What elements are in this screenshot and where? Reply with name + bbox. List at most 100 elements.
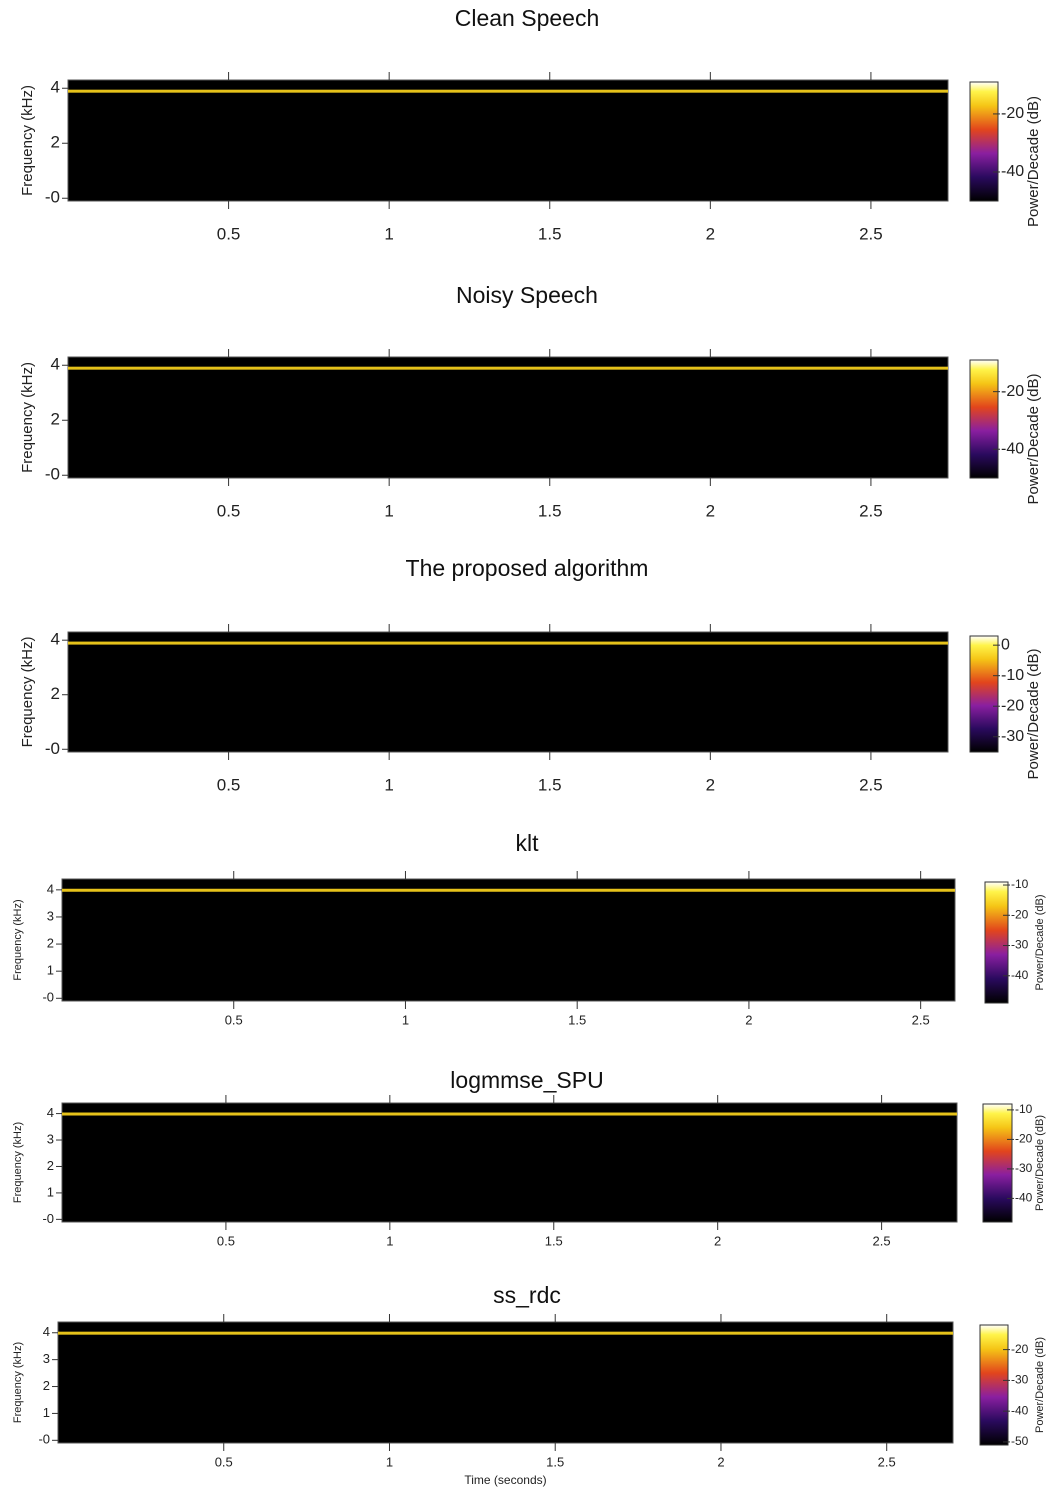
x-tick-label: 1 xyxy=(384,224,393,243)
colorbar-tick-label: -20 xyxy=(1011,1342,1029,1356)
x-tick-label: 2.5 xyxy=(912,1012,930,1027)
y-tick-label: 4 xyxy=(47,881,54,896)
x-axis-label: Time (seconds) xyxy=(464,1473,546,1487)
colorbar-tick-label: -20 xyxy=(1001,697,1024,714)
colorbar-tick-label: -20 xyxy=(1001,105,1024,122)
x-tick-label: 0.5 xyxy=(217,224,241,243)
x-tick-label: 1 xyxy=(386,1233,393,1248)
y-tick-label: -0 xyxy=(38,1432,50,1447)
plot-area xyxy=(67,631,949,753)
colorbar-tick-label: 0 xyxy=(1001,636,1010,653)
colorbar xyxy=(969,359,999,479)
colorbar-tick-label: -30 xyxy=(1001,728,1024,745)
top-band xyxy=(62,1112,957,1116)
plot-area xyxy=(67,79,949,202)
y-tick-label: 3 xyxy=(47,1131,54,1146)
x-tick-label: 2.5 xyxy=(873,1233,891,1248)
colorbar xyxy=(982,1103,1013,1223)
x-tick-label: 1.5 xyxy=(568,1012,586,1027)
y-tick-label: 2 xyxy=(51,410,60,429)
chart-title: logmmse_SPU xyxy=(450,1067,603,1093)
colorbar xyxy=(984,881,1009,1004)
colorbar-tick-label: -20 xyxy=(1015,1132,1033,1146)
top-band xyxy=(68,89,948,93)
x-tick-label: 1.5 xyxy=(546,1454,564,1469)
x-tick-label: 2 xyxy=(714,1233,721,1248)
x-tick-label: 2 xyxy=(717,1454,724,1469)
colorbar-tick-label: -20 xyxy=(1001,383,1024,400)
y-tick-label: 3 xyxy=(47,908,54,923)
x-tick-label: 1 xyxy=(402,1012,409,1027)
x-tick-label: 2 xyxy=(706,224,715,243)
x-tick-label: 1.5 xyxy=(538,224,562,243)
y-axis-label: Frequency (kHz) xyxy=(19,362,36,473)
colorbar-tick-label: -10 xyxy=(1011,877,1029,891)
y-axis-label: Frequency (kHz) xyxy=(19,85,36,196)
colorbar-tick-label: -10 xyxy=(1015,1102,1033,1116)
colorbar-tick-label: -40 xyxy=(1015,1191,1033,1205)
top-band xyxy=(58,1331,953,1335)
plot-area xyxy=(67,356,949,479)
colorbar-tick-label: -40 xyxy=(1001,440,1024,457)
colorbar-label: Power/Decade (dB) xyxy=(1025,374,1042,505)
y-tick-label: -0 xyxy=(45,188,60,207)
chart-panel: Clean Speech 0.5 1 1.5 2 2.5 -0 2 4 Frequency (kH… xyxy=(19,5,1042,243)
x-tick-label: 1 xyxy=(384,775,393,794)
chart-panel: The proposed algorithm 0.5 1 1.5 2 2.5 -0 2 4 Fre… xyxy=(19,555,1042,794)
x-tick-label: 2 xyxy=(706,775,715,794)
y-axis-label: Frequency (kHz) xyxy=(12,899,24,980)
top-band xyxy=(68,641,948,645)
top-band xyxy=(62,888,955,892)
y-tick-label: 4 xyxy=(43,1324,50,1339)
chart-panel: klt 0.5 1 1.5 2 2.5 -0 1 2 3 4 Frequency (kHz) -10 -2… xyxy=(12,830,1046,1027)
y-axis-label: Frequency (kHz) xyxy=(19,637,36,748)
y-tick-label: 2 xyxy=(51,133,60,152)
top-band xyxy=(68,366,948,370)
colorbar-label: Power/Decade (dB) xyxy=(1034,1115,1046,1211)
colorbar-tick-label: -20 xyxy=(1011,907,1029,921)
x-tick-label: 2.5 xyxy=(859,775,883,794)
x-tick-label: 0.5 xyxy=(217,1233,235,1248)
colorbar-tick-label: -30 xyxy=(1011,1373,1029,1387)
chart-title: The proposed algorithm xyxy=(406,555,649,581)
x-tick-label: 1.5 xyxy=(538,501,562,520)
y-tick-label: 2 xyxy=(43,1378,50,1393)
colorbar-tick-label: -50 xyxy=(1011,1434,1029,1448)
chart-title: Clean Speech xyxy=(455,5,600,31)
chart-panel: Noisy Speech 0.5 1 1.5 2 2.5 -0 2 4 Frequency (kH… xyxy=(19,282,1042,520)
y-tick-label: 4 xyxy=(51,630,60,649)
y-tick-label: 4 xyxy=(51,78,60,97)
x-tick-label: 1 xyxy=(386,1454,393,1469)
x-tick-label: 0.5 xyxy=(217,501,241,520)
y-tick-label: 4 xyxy=(47,1105,54,1120)
x-tick-label: 1.5 xyxy=(545,1233,563,1248)
chart-title: klt xyxy=(516,830,540,856)
x-tick-label: 1.5 xyxy=(538,775,562,794)
x-tick-label: 2 xyxy=(745,1012,752,1027)
chart-title: ss_rdc xyxy=(493,1282,561,1308)
x-tick-label: 0.5 xyxy=(215,1454,233,1469)
x-tick-label: 2 xyxy=(706,501,715,520)
y-tick-label: -0 xyxy=(45,739,60,758)
plot-area xyxy=(61,878,956,1002)
y-axis-label: Frequency (kHz) xyxy=(12,1342,24,1423)
x-tick-label: 0.5 xyxy=(225,1012,243,1027)
colorbar-label: Power/Decade (dB) xyxy=(1025,96,1042,227)
chart-title: Noisy Speech xyxy=(456,282,598,308)
colorbar xyxy=(979,1324,1009,1446)
colorbar-tick-label: -10 xyxy=(1001,667,1024,684)
colorbar-tick-label: -30 xyxy=(1011,938,1029,952)
colorbar-tick-label: -40 xyxy=(1011,1403,1029,1417)
y-tick-label: 2 xyxy=(47,1158,54,1173)
colorbar xyxy=(969,635,999,753)
colorbar-tick-label: -30 xyxy=(1015,1161,1033,1175)
y-tick-label: 1 xyxy=(43,1405,50,1420)
plot-area xyxy=(61,1102,958,1223)
colorbar-label: Power/Decade (dB) xyxy=(1034,1337,1046,1433)
colorbar-label: Power/Decade (dB) xyxy=(1025,649,1042,780)
y-tick-label: 1 xyxy=(47,1184,54,1199)
colorbar-label: Power/Decade (dB) xyxy=(1034,895,1046,991)
y-axis-label: Frequency (kHz) xyxy=(12,1122,24,1203)
